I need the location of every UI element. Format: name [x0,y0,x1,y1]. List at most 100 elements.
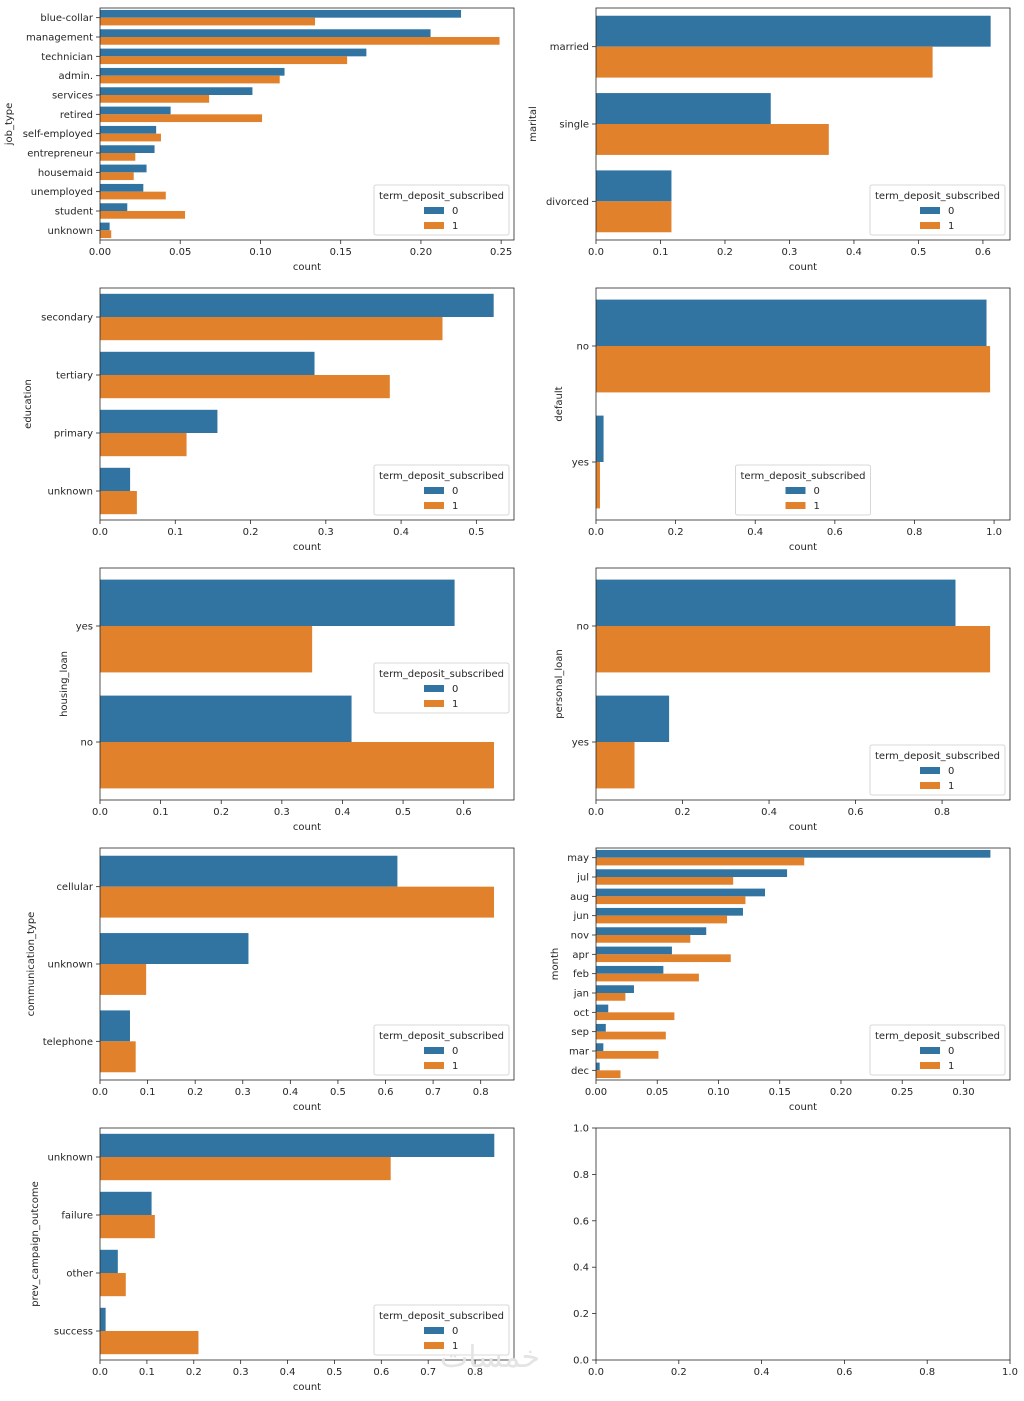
x-tick-label: 0.10 [249,247,271,258]
bar-may-1 [596,857,805,866]
x-tick-label: 0.0 [588,807,604,818]
y-axis-label: housing_loan [59,651,70,717]
legend-swatch-1 [424,222,444,229]
axes-frame [595,287,1011,521]
category-label: unemployed [31,187,93,198]
category-label: jun [573,911,589,922]
x-axis-label: count [293,1382,321,1393]
bar-primary-0 [100,409,218,433]
x-tick-label: 0.4 [761,807,777,818]
x-tick-label: 0.0 [92,1087,108,1098]
category-label: no [577,622,589,633]
category-label: technician [41,52,93,63]
x-tick-label: 0.5 [395,807,411,818]
legend: term_deposit_subscribed 0 1 [373,184,510,236]
bar-failure-1 [100,1215,155,1239]
x-tick-label: 0.4 [282,1087,298,1098]
y-tick-label: 0.8 [573,1170,589,1181]
x-tick-label: 0.6 [373,1367,389,1378]
x-tick-label: 0.6 [456,807,472,818]
bar-retired-1 [100,114,263,123]
legend-label: 1 [948,1061,954,1072]
x-tick-label: 0.05 [646,1087,668,1098]
legend-label: 0 [452,1326,458,1337]
x-axis-label: count [789,822,817,833]
category-label: divorced [546,197,589,208]
category-label: failure [61,1211,93,1222]
category-label: single [559,120,589,131]
x-tick-label: 0.3 [782,247,798,258]
bar-self-employed-0 [100,125,157,134]
x-tick-label: 0.2 [213,807,229,818]
bar-blue-collar-0 [100,9,462,18]
bar-sep-0 [596,1023,606,1032]
bar-success-1 [100,1331,199,1355]
bar-single-1 [596,124,829,155]
category-label: management [26,33,93,44]
category-label: no [81,738,93,749]
x-tick-label: 0.0 [92,807,108,818]
legend-title: term_deposit_subscribed [875,191,1000,202]
bar-apr-1 [596,954,731,963]
x-tick-label: 0.3 [235,1087,251,1098]
legend: term_deposit_subscribed 0 1 [373,1304,510,1356]
x-tick-label: 0.2 [675,807,691,818]
legend-label: 1 [452,1061,458,1072]
x-tick-label: 0.1 [140,1087,156,1098]
bar-unknown-0 [100,467,131,491]
x-tick-label: 0.30 [952,1087,974,1098]
bar-telephone-0 [100,1010,130,1042]
category-label: yes [76,622,93,633]
category-label: jan [573,989,589,1000]
category-label: self-employed [23,129,93,140]
bar-nov-1 [596,935,691,943]
x-tick-label: 0.2 [186,1367,202,1378]
legend-label: 1 [948,781,954,792]
legend-title: term_deposit_subscribed [741,471,866,482]
legend-label: 1 [452,699,458,710]
x-tick-label: 0.0 [588,527,604,538]
bar-services-0 [100,87,253,95]
bar-success-0 [100,1307,106,1331]
x-axis-label: count [293,262,321,273]
subplot-marital: 0.0 0.1 0.2 0.3 0.4 0.5 0.6 married single divorc… [528,7,1011,273]
axes-frame [99,287,515,521]
x-tick-label: 0.8 [473,1087,489,1098]
x-tick-label: 0.6 [848,807,864,818]
subplot-month: 0.00 0.05 0.10 0.15 0.20 0.25 0.30 may jul aug jun… [550,847,1011,1113]
bar-yes-1 [596,462,600,509]
x-tick-label: 0.8 [467,1367,483,1378]
bar-unemployed-0 [100,183,144,192]
axes-frame [99,567,515,801]
category-label: yes [572,738,589,749]
category-label: cellular [56,882,93,893]
legend: term_deposit_subscribed 0 1 [869,1024,1006,1076]
category-label: unknown [48,960,93,971]
bar-entrepreneur-1 [100,153,136,161]
category-label: other [66,1269,94,1280]
x-axis-label: count [293,542,321,553]
x-tick-label: 0.00 [585,1087,607,1098]
x-tick-label: 0.1 [139,1367,155,1378]
legend-swatch-1 [920,222,940,229]
x-tick-label: 0.3 [318,527,334,538]
axes-frame [99,7,515,241]
bar-jul-1 [596,877,734,885]
legend: term_deposit_subscribed 0 1 [869,744,1006,796]
legend-swatch-1 [424,700,444,707]
legend-swatch-0 [920,207,940,214]
x-tick-label: 0.4 [846,247,862,258]
legend-title: term_deposit_subscribed [875,751,1000,762]
legend-swatch-0 [920,1047,940,1054]
bar-cellular-0 [100,855,398,887]
bar-no-0 [596,579,956,626]
x-tick-label: 0.6 [836,1367,852,1378]
category-label: sep [571,1027,589,1038]
bar-unknown-0 [100,933,249,964]
bar-other-0 [100,1249,118,1273]
legend-swatch-0 [785,487,806,494]
x-tick-label: 1.0 [986,527,1002,538]
y-tick-label: 0.0 [573,1356,589,1367]
legend-title: term_deposit_subscribed [379,1311,504,1322]
legend-swatch-1 [424,502,444,509]
